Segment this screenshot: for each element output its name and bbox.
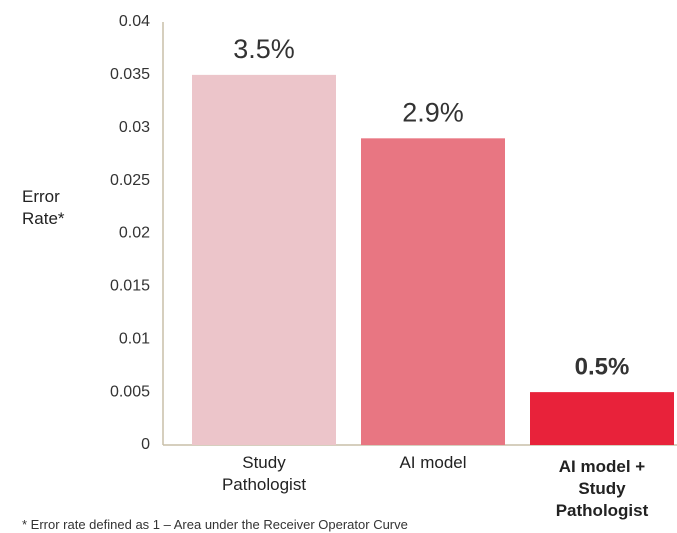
x-tick-label: AI model (399, 453, 467, 472)
y-tick-label: 0.015 (110, 278, 150, 295)
x-tick-label: Study Pathologist (221, 453, 307, 494)
y-tick-label: 0.01 (119, 330, 150, 347)
y-tick-label: 0.02 (119, 225, 150, 242)
y-tick-label: 0.03 (119, 119, 150, 136)
x-tick-label: AI model + Study Pathologist (555, 457, 649, 520)
y-tick-label: 0.005 (110, 383, 150, 400)
y-axis-label: Error Rate* (22, 187, 65, 228)
y-tick-label: 0 (141, 436, 150, 453)
y-tick-label: 0.025 (110, 172, 150, 189)
y-tick-label: 0.04 (119, 13, 150, 30)
value-label: 0.5% (575, 353, 630, 380)
bar (361, 138, 505, 445)
bar (530, 392, 674, 445)
footnote: * Error rate defined as 1 – Area under t… (22, 517, 408, 532)
value-label: 3.5% (233, 34, 295, 64)
value-label: 2.9% (402, 97, 464, 127)
bar (192, 74, 336, 445)
y-tick-label: 0.035 (110, 66, 150, 83)
